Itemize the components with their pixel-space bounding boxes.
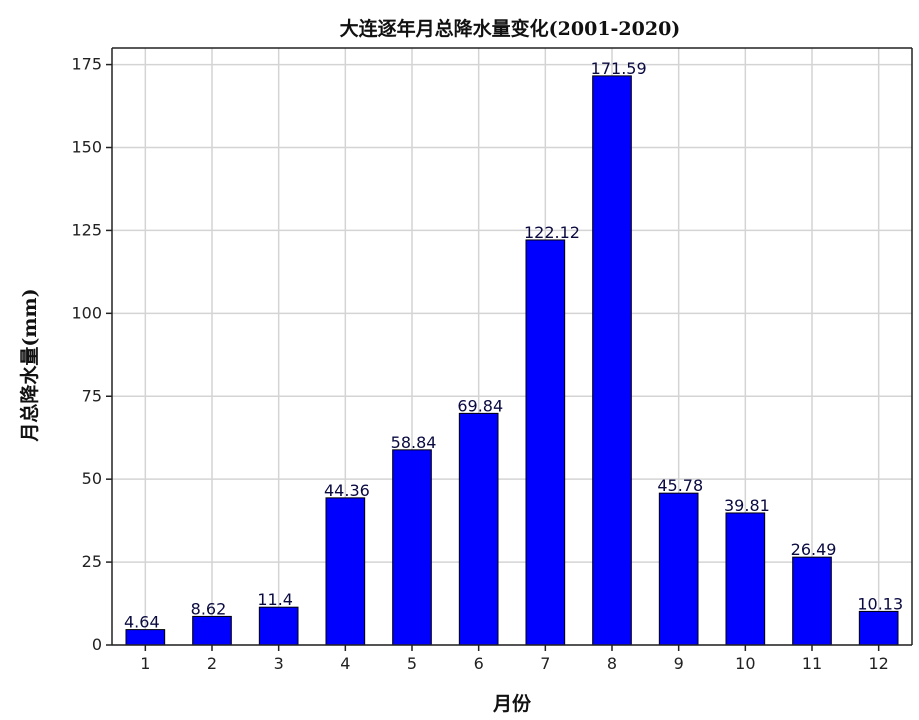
bar — [192, 615, 232, 646]
x-tick-label: 3 — [274, 654, 284, 673]
x-axis-label: 月份 — [492, 692, 532, 715]
data-labels: 4.64 8.62 11.4 44.36 58.84 69.84 122.12 171.59 4… — [124, 59, 903, 632]
y-tick-label: 125 — [71, 220, 102, 239]
data-label: 26.49 — [791, 540, 837, 559]
bar — [525, 239, 566, 646]
x-tick-label: 6 — [474, 654, 484, 673]
y-tick-label: 75 — [82, 386, 102, 405]
data-label: 11.4 — [257, 590, 293, 609]
bar — [658, 492, 699, 646]
bar — [725, 512, 766, 646]
bar — [458, 412, 499, 646]
bar — [325, 497, 366, 646]
data-label: 39.81 — [724, 496, 770, 515]
bar — [792, 556, 832, 646]
y-axis-label: 月总降水量(mm) — [18, 288, 41, 442]
data-label: 58.84 — [391, 433, 437, 452]
x-tick-label: 9 — [674, 654, 684, 673]
x-tick-label: 11 — [802, 654, 822, 673]
chart-title: 大连逐年月总降水量变化(2001-2020) — [340, 17, 681, 40]
data-label: 10.13 — [857, 594, 903, 613]
x-tick-label: 1 — [140, 654, 150, 673]
x-tick-label: 4 — [340, 654, 350, 673]
data-label: 69.84 — [457, 396, 503, 415]
bars — [125, 75, 899, 646]
y-tick-label: 175 — [71, 55, 102, 74]
x-tick-label: 12 — [868, 654, 888, 673]
data-label: 44.36 — [324, 481, 370, 500]
y-tick-label: 25 — [82, 552, 102, 571]
y-tick-label: 100 — [71, 303, 102, 322]
bar — [592, 75, 632, 646]
y-tick-label: 150 — [71, 138, 102, 157]
y-tick-label: 0 — [92, 635, 102, 654]
x-tick-label: 2 — [207, 654, 217, 673]
bar — [258, 606, 299, 646]
bar — [392, 449, 432, 646]
x-tick-label: 10 — [735, 654, 755, 673]
x-tick-label: 7 — [540, 654, 550, 673]
bar — [125, 629, 166, 646]
data-label: 122.12 — [524, 223, 580, 242]
y-tick-label: 50 — [82, 469, 102, 488]
x-tick-label: 8 — [607, 654, 617, 673]
x-tick-label: 5 — [407, 654, 417, 673]
data-label: 8.62 — [191, 599, 227, 618]
data-label: 45.78 — [657, 476, 703, 495]
bar — [858, 610, 899, 646]
data-label: 171.59 — [591, 59, 647, 78]
data-label: 4.64 — [124, 613, 160, 632]
